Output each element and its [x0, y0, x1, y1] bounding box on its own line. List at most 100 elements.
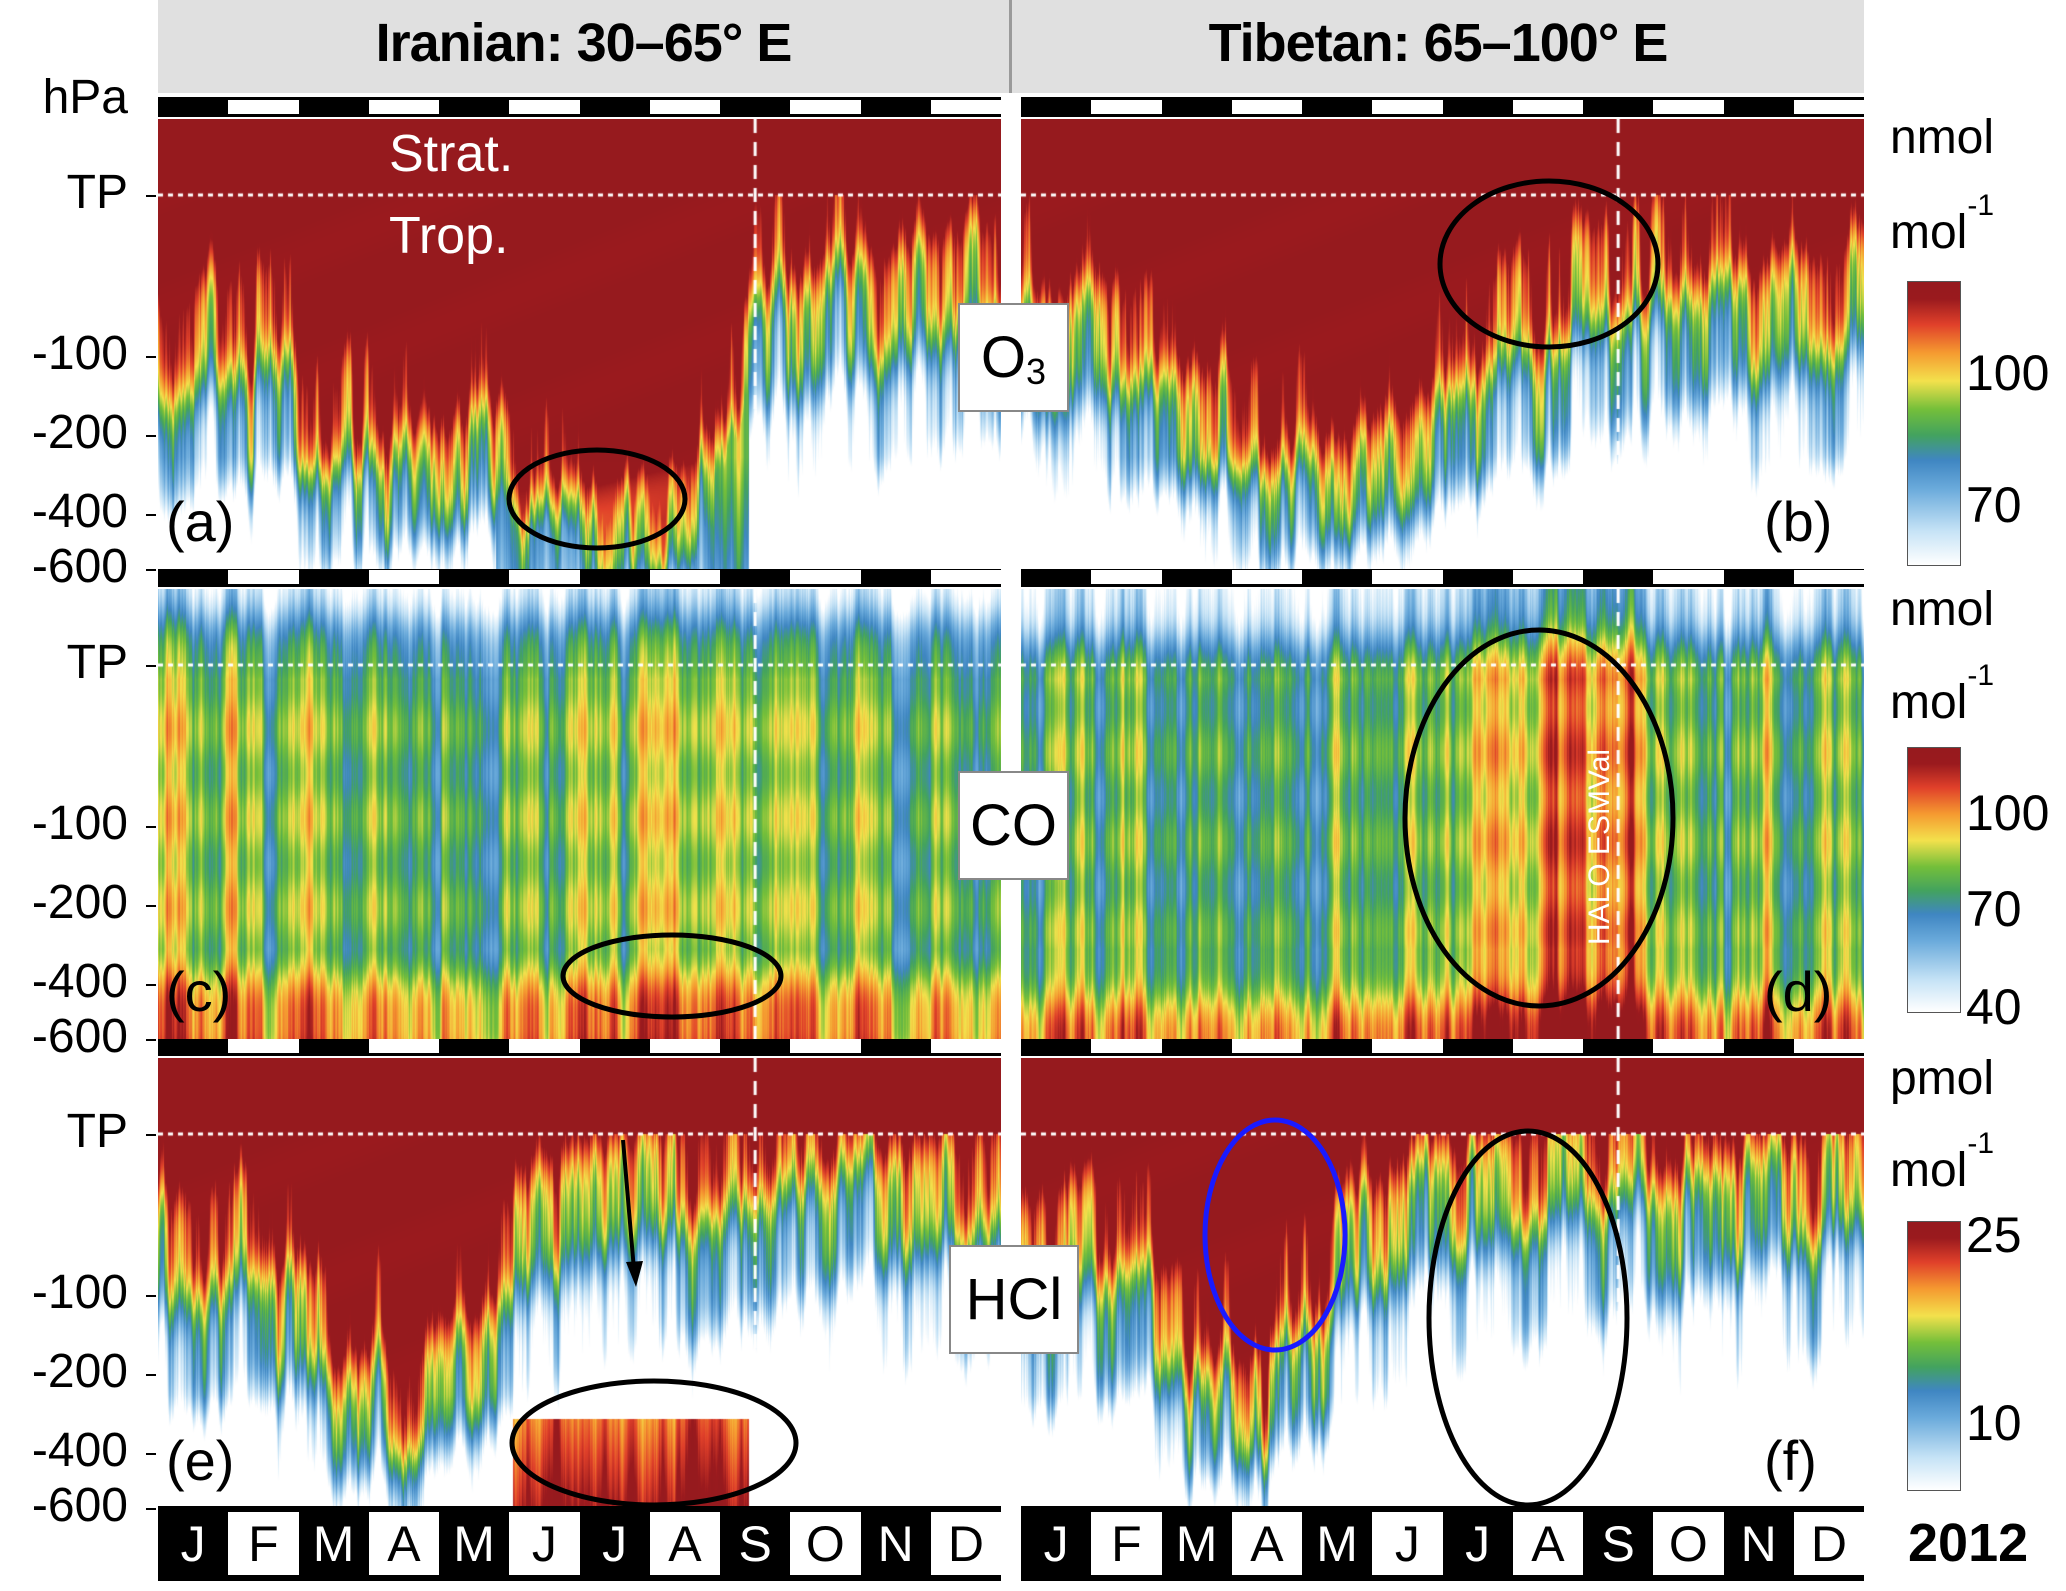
header-right: Tibetan: 65–100° E — [1012, 0, 1864, 93]
month-segment — [368, 1039, 439, 1053]
panel-letter: (b) — [1764, 490, 1833, 553]
panel-letter: (f) — [1764, 1429, 1817, 1492]
y-tick-mark — [146, 1508, 156, 1510]
month-segment — [1091, 570, 1162, 584]
month-label: S — [1601, 1515, 1635, 1572]
unit-label-denominator: mol-1 — [1890, 659, 1994, 727]
month-label: M — [1316, 1515, 1358, 1572]
heatmap-panel-b — [1021, 119, 1864, 569]
month-label: F — [1091, 1512, 1162, 1575]
month-segment — [790, 1039, 861, 1053]
month-label: J — [180, 1515, 206, 1572]
colorbar — [1907, 281, 1961, 566]
trop-label: Trop. — [389, 207, 509, 265]
y-tick-label: -200 — [31, 876, 128, 929]
ellipse-e — [509, 1378, 799, 1508]
month-segment — [930, 570, 1001, 584]
species-label: HCl — [949, 1245, 1079, 1354]
heatmap-panel-d — [1021, 589, 1864, 1039]
month-segment — [509, 570, 580, 584]
colorbar-tick-label: 100 — [1966, 785, 2050, 841]
ellipse-d — [1402, 627, 1676, 1009]
y-tick-mark — [146, 569, 156, 571]
y-tick-label: -400 — [31, 1424, 128, 1477]
species-name: O — [980, 325, 1027, 390]
month-segment — [790, 100, 861, 114]
month-label: F — [228, 1512, 299, 1575]
y-tick-label: -100 — [31, 797, 128, 850]
month-segment — [509, 1039, 580, 1053]
month-label: D — [1793, 1512, 1864, 1575]
panel-letter: (c) — [166, 960, 232, 1023]
unit-mol: mol — [1890, 206, 1968, 259]
unit-label: pmol — [1890, 1052, 1995, 1105]
ellipse-f-blue — [1202, 1117, 1348, 1353]
unit-exponent: -1 — [1967, 659, 1995, 692]
y-tick-mark — [146, 1374, 156, 1376]
month-bar — [1021, 1036, 1864, 1056]
panel-letter: (e) — [166, 1429, 235, 1492]
month-bar — [158, 97, 1001, 117]
y-tick-label: -600 — [31, 1010, 128, 1063]
y-tick-label: -100 — [31, 1266, 128, 1319]
y-tick-label: TP — [66, 1105, 128, 1158]
month-bar — [158, 567, 1001, 587]
month-bar — [1021, 567, 1864, 587]
campaign-label: HALO ESMVal — [1583, 748, 1616, 946]
y-tick-label: -400 — [31, 955, 128, 1008]
unit-label-denominator: mol-1 — [1890, 1127, 1994, 1195]
month-label: J — [509, 1512, 580, 1575]
heatmap-panel-c — [158, 589, 1001, 1039]
header-divider — [1009, 0, 1012, 93]
month-segment — [1231, 1039, 1302, 1053]
y-tick-mark — [146, 356, 156, 358]
y-tick-mark — [146, 1295, 156, 1297]
colorbar-tick-label: 70 — [1966, 477, 2022, 533]
y-tick-label: -100 — [31, 327, 128, 380]
month-segment — [790, 570, 861, 584]
month-segment — [930, 100, 1001, 114]
y-tick-label: -400 — [31, 485, 128, 538]
month-label: J — [1465, 1515, 1491, 1572]
month-label: M — [453, 1515, 495, 1572]
heatmap-canvas-b — [1021, 119, 1864, 569]
month-bar — [1021, 97, 1864, 117]
y-tick-mark — [146, 826, 156, 828]
month-segment — [1793, 570, 1864, 584]
y-tick-label: -600 — [31, 540, 128, 593]
month-segment — [1231, 100, 1302, 114]
colorbar-tick-label: 100 — [1966, 345, 2050, 401]
y-tick-label: TP — [66, 636, 128, 689]
y-axis-unit: hPa — [42, 71, 128, 124]
month-segment — [368, 570, 439, 584]
ellipse-c — [560, 932, 784, 1020]
month-segment — [1512, 1039, 1583, 1053]
y-tick-label: -600 — [31, 1479, 128, 1532]
month-label: M — [1175, 1515, 1218, 1572]
y-tick-mark — [146, 435, 156, 437]
month-segment — [1512, 570, 1583, 584]
month-segment — [1653, 100, 1724, 114]
region-title-iranian: Iranian: 30–65° E — [375, 13, 793, 73]
species-subscript: 3 — [1026, 350, 1047, 392]
month-segment — [1653, 570, 1724, 584]
heatmap-panel-e — [158, 1058, 1001, 1508]
month-label: A — [1231, 1512, 1302, 1575]
month-segment — [1793, 1039, 1864, 1053]
unit-exponent: -1 — [1967, 189, 1995, 222]
panel-letter: (d) — [1764, 960, 1833, 1023]
header-left: Iranian: 30–65° E — [158, 0, 1009, 93]
ellipse-a — [506, 447, 688, 551]
month-label: J — [1372, 1512, 1443, 1575]
heatmap-canvas-a — [158, 119, 1001, 569]
month-segment — [930, 1039, 1001, 1053]
y-tick-mark — [146, 514, 156, 516]
y-tick-mark — [146, 984, 156, 986]
colorbar — [1907, 747, 1961, 1013]
y-tick-label: -200 — [31, 1345, 128, 1398]
strat-label: Strat. — [389, 125, 514, 183]
unit-label-denominator: mol-1 — [1890, 189, 1994, 259]
month-segment — [509, 100, 580, 114]
